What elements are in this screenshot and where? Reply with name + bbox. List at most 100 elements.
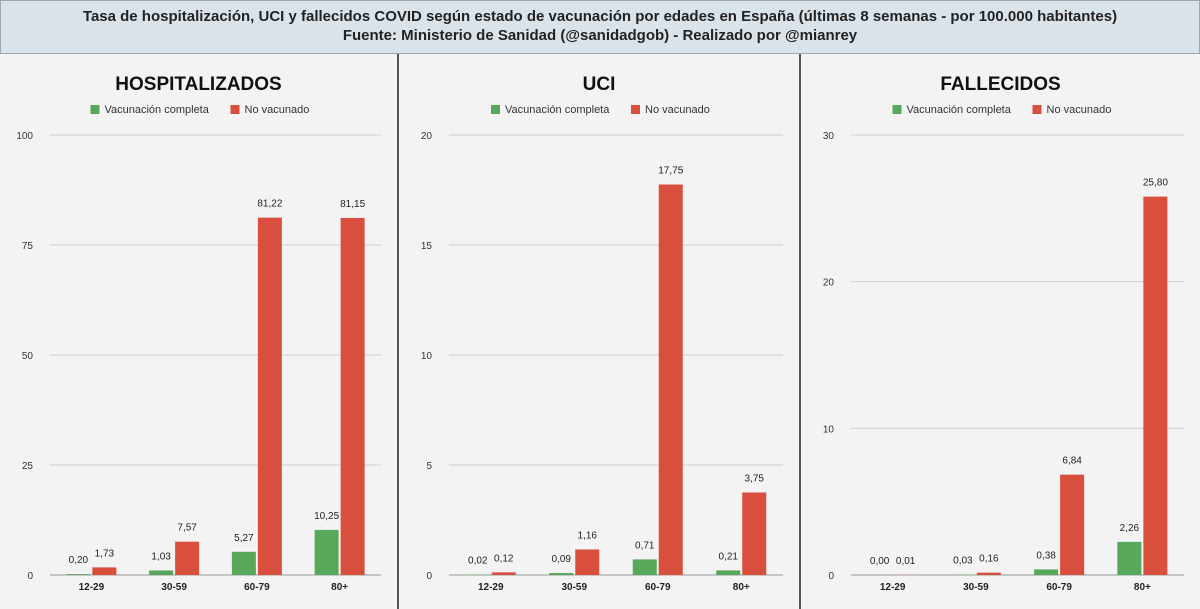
legend-swatch-unvaccinated <box>631 105 640 114</box>
y-tick-label: 20 <box>823 278 835 289</box>
charts-area: HOSPITALIZADOS Vacunación completa No vacu… <box>0 54 1200 609</box>
bar-vaccinated <box>632 559 657 575</box>
bar-unvaccinated <box>575 549 600 575</box>
legend-item: No vacunado <box>1032 104 1112 116</box>
bar-unvaccinated <box>742 492 767 575</box>
legend-item: Vacunación completa <box>90 104 210 116</box>
legend-label: No vacunado <box>645 104 710 116</box>
bar-vaccinated <box>549 573 574 575</box>
x-tick-label: 30-59 <box>963 582 989 593</box>
bar-unvaccinated <box>175 541 200 575</box>
data-label: 0,02 <box>468 556 488 567</box>
data-label: 0,21 <box>719 551 739 562</box>
data-label: 2,26 <box>1120 523 1140 534</box>
header-source: Fuente: Ministerio de Sanidad (@sanidadg… <box>342 27 858 44</box>
data-label: 0,09 <box>552 554 572 565</box>
data-label: 0,71 <box>635 540 655 551</box>
y-tick-label: 0 <box>828 571 834 582</box>
data-label: 0,00 <box>870 556 890 567</box>
y-tick-label: 0 <box>27 571 33 582</box>
bar-unvaccinated <box>1143 196 1168 575</box>
chart-svg: UCI Vacunación completa No vacunado 0 5 10 15 2… <box>421 74 783 593</box>
panel-divider <box>397 54 399 609</box>
chart-panel-uci: UCI Vacunación completa No vacunado 0 5 10 15 2… <box>399 54 799 609</box>
data-label: 3,75 <box>745 474 765 485</box>
y-tick-label: 15 <box>421 241 433 252</box>
legend-label: Vacunación completa <box>105 104 210 116</box>
y-tick-label: 20 <box>421 131 433 142</box>
y-tick-label: 25 <box>22 461 34 472</box>
bar-vaccinated <box>1034 569 1059 575</box>
chart-legend: Vacunación completa No vacunado <box>90 104 310 116</box>
data-label: 1,73 <box>95 548 115 559</box>
bar-vaccinated <box>66 574 91 575</box>
x-tick-label: 12-29 <box>79 582 105 593</box>
data-label: 5,27 <box>234 533 254 544</box>
header-title: Tasa de hospitalización, UCI y fallecido… <box>82 8 1118 25</box>
y-tick-label: 75 <box>22 241 34 252</box>
bar-unvaccinated <box>1060 474 1085 575</box>
x-tick-label: 80+ <box>1134 582 1151 593</box>
legend-item: No vacunado <box>631 104 710 116</box>
bar-unvaccinated <box>92 567 117 575</box>
legend-swatch-unvaccinated <box>1032 105 1042 114</box>
legend-label: Vacunación completa <box>907 104 1012 116</box>
chart-panel-fallecidos: FALLECIDOS Vacunación completa No vacunado… <box>801 54 1200 609</box>
bar-unvaccinated <box>658 184 683 575</box>
data-label: 0,12 <box>494 553 514 564</box>
data-label: 0,03 <box>953 556 973 567</box>
data-label: 6,84 <box>1062 456 1082 467</box>
bar-vaccinated <box>149 570 174 575</box>
y-tick-label: 100 <box>16 131 33 142</box>
data-label: 1,03 <box>151 551 171 562</box>
bar-unvaccinated <box>491 572 516 575</box>
legend-item: Vacunación completa <box>491 104 610 116</box>
data-label: 0,01 <box>896 556 916 567</box>
x-tick-label: 30-59 <box>161 582 187 593</box>
data-label: 81,15 <box>340 199 365 210</box>
y-tick-label: 30 <box>823 131 835 142</box>
chart-panel-hospitalizados: HOSPITALIZADOS Vacunación completa No vacu… <box>0 54 397 609</box>
data-label: 7,57 <box>177 523 197 534</box>
data-label: 81,22 <box>257 199 282 210</box>
legend-swatch-vaccinated <box>90 105 100 114</box>
legend-label: No vacunado <box>1047 104 1112 116</box>
chart-svg: HOSPITALIZADOS Vacunación completa No vacu… <box>16 74 381 593</box>
data-label: 0,16 <box>979 554 999 565</box>
legend-swatch-unvaccinated <box>230 105 240 114</box>
legend-item: Vacunación completa <box>892 104 1012 116</box>
chart-title: FALLECIDOS <box>940 74 1060 95</box>
bar-vaccinated <box>716 570 741 575</box>
legend-label: No vacunado <box>245 104 310 116</box>
data-label: 25,80 <box>1143 178 1168 189</box>
y-tick-label: 0 <box>426 571 432 582</box>
bar-unvaccinated <box>257 217 282 575</box>
data-label: 17,75 <box>658 166 683 177</box>
y-tick-label: 50 <box>22 351 34 362</box>
y-tick-label: 10 <box>421 351 433 362</box>
panel-divider <box>799 54 801 609</box>
chart-svg: FALLECIDOS Vacunación completa No vacunado… <box>823 74 1184 593</box>
legend-label: Vacunación completa <box>505 104 610 116</box>
chart-header: Tasa de hospitalización, UCI y fallecido… <box>0 0 1200 54</box>
chart-legend: Vacunación completa No vacunado <box>491 104 710 116</box>
y-tick-label: 5 <box>426 461 432 472</box>
legend-item: No vacunado <box>230 104 310 116</box>
data-label: 0,20 <box>69 555 89 566</box>
bar-vaccinated <box>1117 541 1142 575</box>
chart-legend: Vacunación completa No vacunado <box>892 104 1112 116</box>
bar-vaccinated <box>314 529 339 575</box>
bar-unvaccinated <box>340 217 365 575</box>
x-tick-label: 60-79 <box>645 582 671 593</box>
x-tick-label: 80+ <box>733 582 750 593</box>
x-tick-label: 12-29 <box>478 582 504 593</box>
y-tick-label: 10 <box>823 424 835 435</box>
x-tick-label: 12-29 <box>880 582 906 593</box>
x-tick-label: 60-79 <box>244 582 270 593</box>
data-label: 10,25 <box>314 511 339 522</box>
chart-title: HOSPITALIZADOS <box>115 74 281 95</box>
chart-title: UCI <box>583 74 616 95</box>
bar-vaccinated <box>231 551 256 575</box>
legend-swatch-vaccinated <box>491 105 500 114</box>
bar-unvaccinated <box>976 572 1001 575</box>
